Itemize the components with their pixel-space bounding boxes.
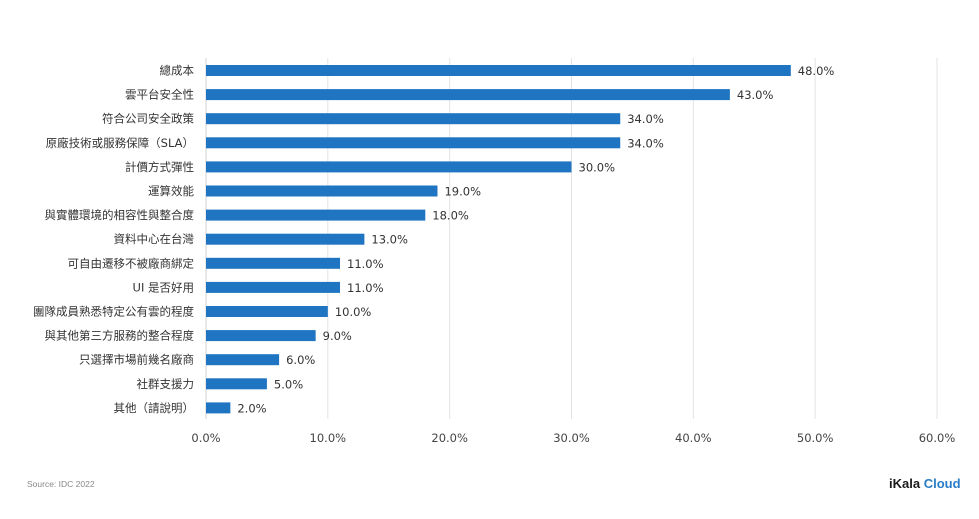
x-tick-label: 60.0% — [919, 431, 956, 445]
bars — [206, 65, 791, 414]
bar — [206, 378, 267, 390]
data-label: 10.0% — [335, 305, 372, 319]
category-label: 總成本 — [160, 64, 195, 78]
category-label: 與其他第三方服務的整合程度 — [45, 329, 195, 343]
bar — [206, 306, 328, 317]
data-label: 19.0% — [444, 185, 481, 199]
category-label: 資料中心在台灣 — [114, 232, 195, 246]
bar — [206, 161, 572, 173]
x-tick-label: 0.0% — [191, 431, 220, 445]
x-axis-tick-labels: 0.0% 10.0% 20.0% 30.0% 40.0% 50.0% 60.0% — [191, 431, 955, 445]
bar — [206, 185, 438, 197]
data-label: 6.0% — [286, 353, 315, 367]
data-label: 34.0% — [627, 112, 664, 126]
data-label: 30.0% — [579, 160, 616, 174]
x-tick-label: 20.0% — [431, 431, 468, 445]
bar — [206, 330, 316, 342]
bar — [206, 65, 791, 76]
category-label: 原廠技術或服務保障（SLA） — [46, 136, 194, 150]
category-label: 只選擇市場前幾名廠商 — [79, 353, 194, 367]
category-label: 雲平台安全性 — [125, 88, 194, 102]
category-label: UI 是否好用 — [133, 280, 194, 294]
data-label: 5.0% — [274, 377, 303, 391]
bar — [206, 209, 426, 221]
data-label: 34.0% — [627, 136, 664, 150]
data-label: 2.0% — [237, 401, 266, 415]
brand-name: iKala — [889, 476, 921, 491]
category-label: 與實體環境的相容性與整合度 — [45, 208, 195, 222]
bar — [206, 89, 730, 101]
category-label: 團隊成員熟悉特定公有雲的程度 — [33, 305, 194, 319]
bar — [206, 354, 280, 366]
category-label: 其他（請說明） — [114, 401, 195, 415]
x-tick-label: 40.0% — [675, 431, 712, 445]
x-tick-label: 30.0% — [553, 431, 590, 445]
bar — [206, 137, 621, 149]
bar — [206, 233, 365, 245]
bar — [206, 257, 341, 269]
category-label: 計價方式彈性 — [125, 160, 194, 174]
brand-logo: iKala Cloud — [889, 476, 961, 491]
category-label: 運算效能 — [148, 184, 194, 198]
data-label: 9.0% — [323, 329, 352, 343]
bar — [206, 281, 341, 293]
category-label: 可自由遷移不被廠商綁定 — [68, 256, 195, 270]
category-label: 符合公司安全政策 — [102, 112, 194, 126]
data-label: 11.0% — [347, 281, 384, 295]
value-labels: 48.0% 43.0% 34.0% 34.0% 30.0% 19.0% 18.0% 13.0%… — [237, 64, 834, 415]
data-label: 43.0% — [737, 88, 774, 102]
bar — [206, 402, 231, 414]
data-label: 48.0% — [798, 64, 835, 78]
x-tick-label: 50.0% — [797, 431, 834, 445]
data-label: 11.0% — [347, 257, 384, 271]
data-label: 18.0% — [432, 209, 469, 223]
data-label: 13.0% — [371, 233, 408, 247]
source-note: Source: IDC 2022 — [27, 479, 95, 489]
category-label: 社群支援力 — [137, 377, 195, 391]
brand-suffix: Cloud — [923, 476, 961, 491]
x-tick-label: 10.0% — [310, 431, 347, 445]
bar — [206, 113, 621, 125]
